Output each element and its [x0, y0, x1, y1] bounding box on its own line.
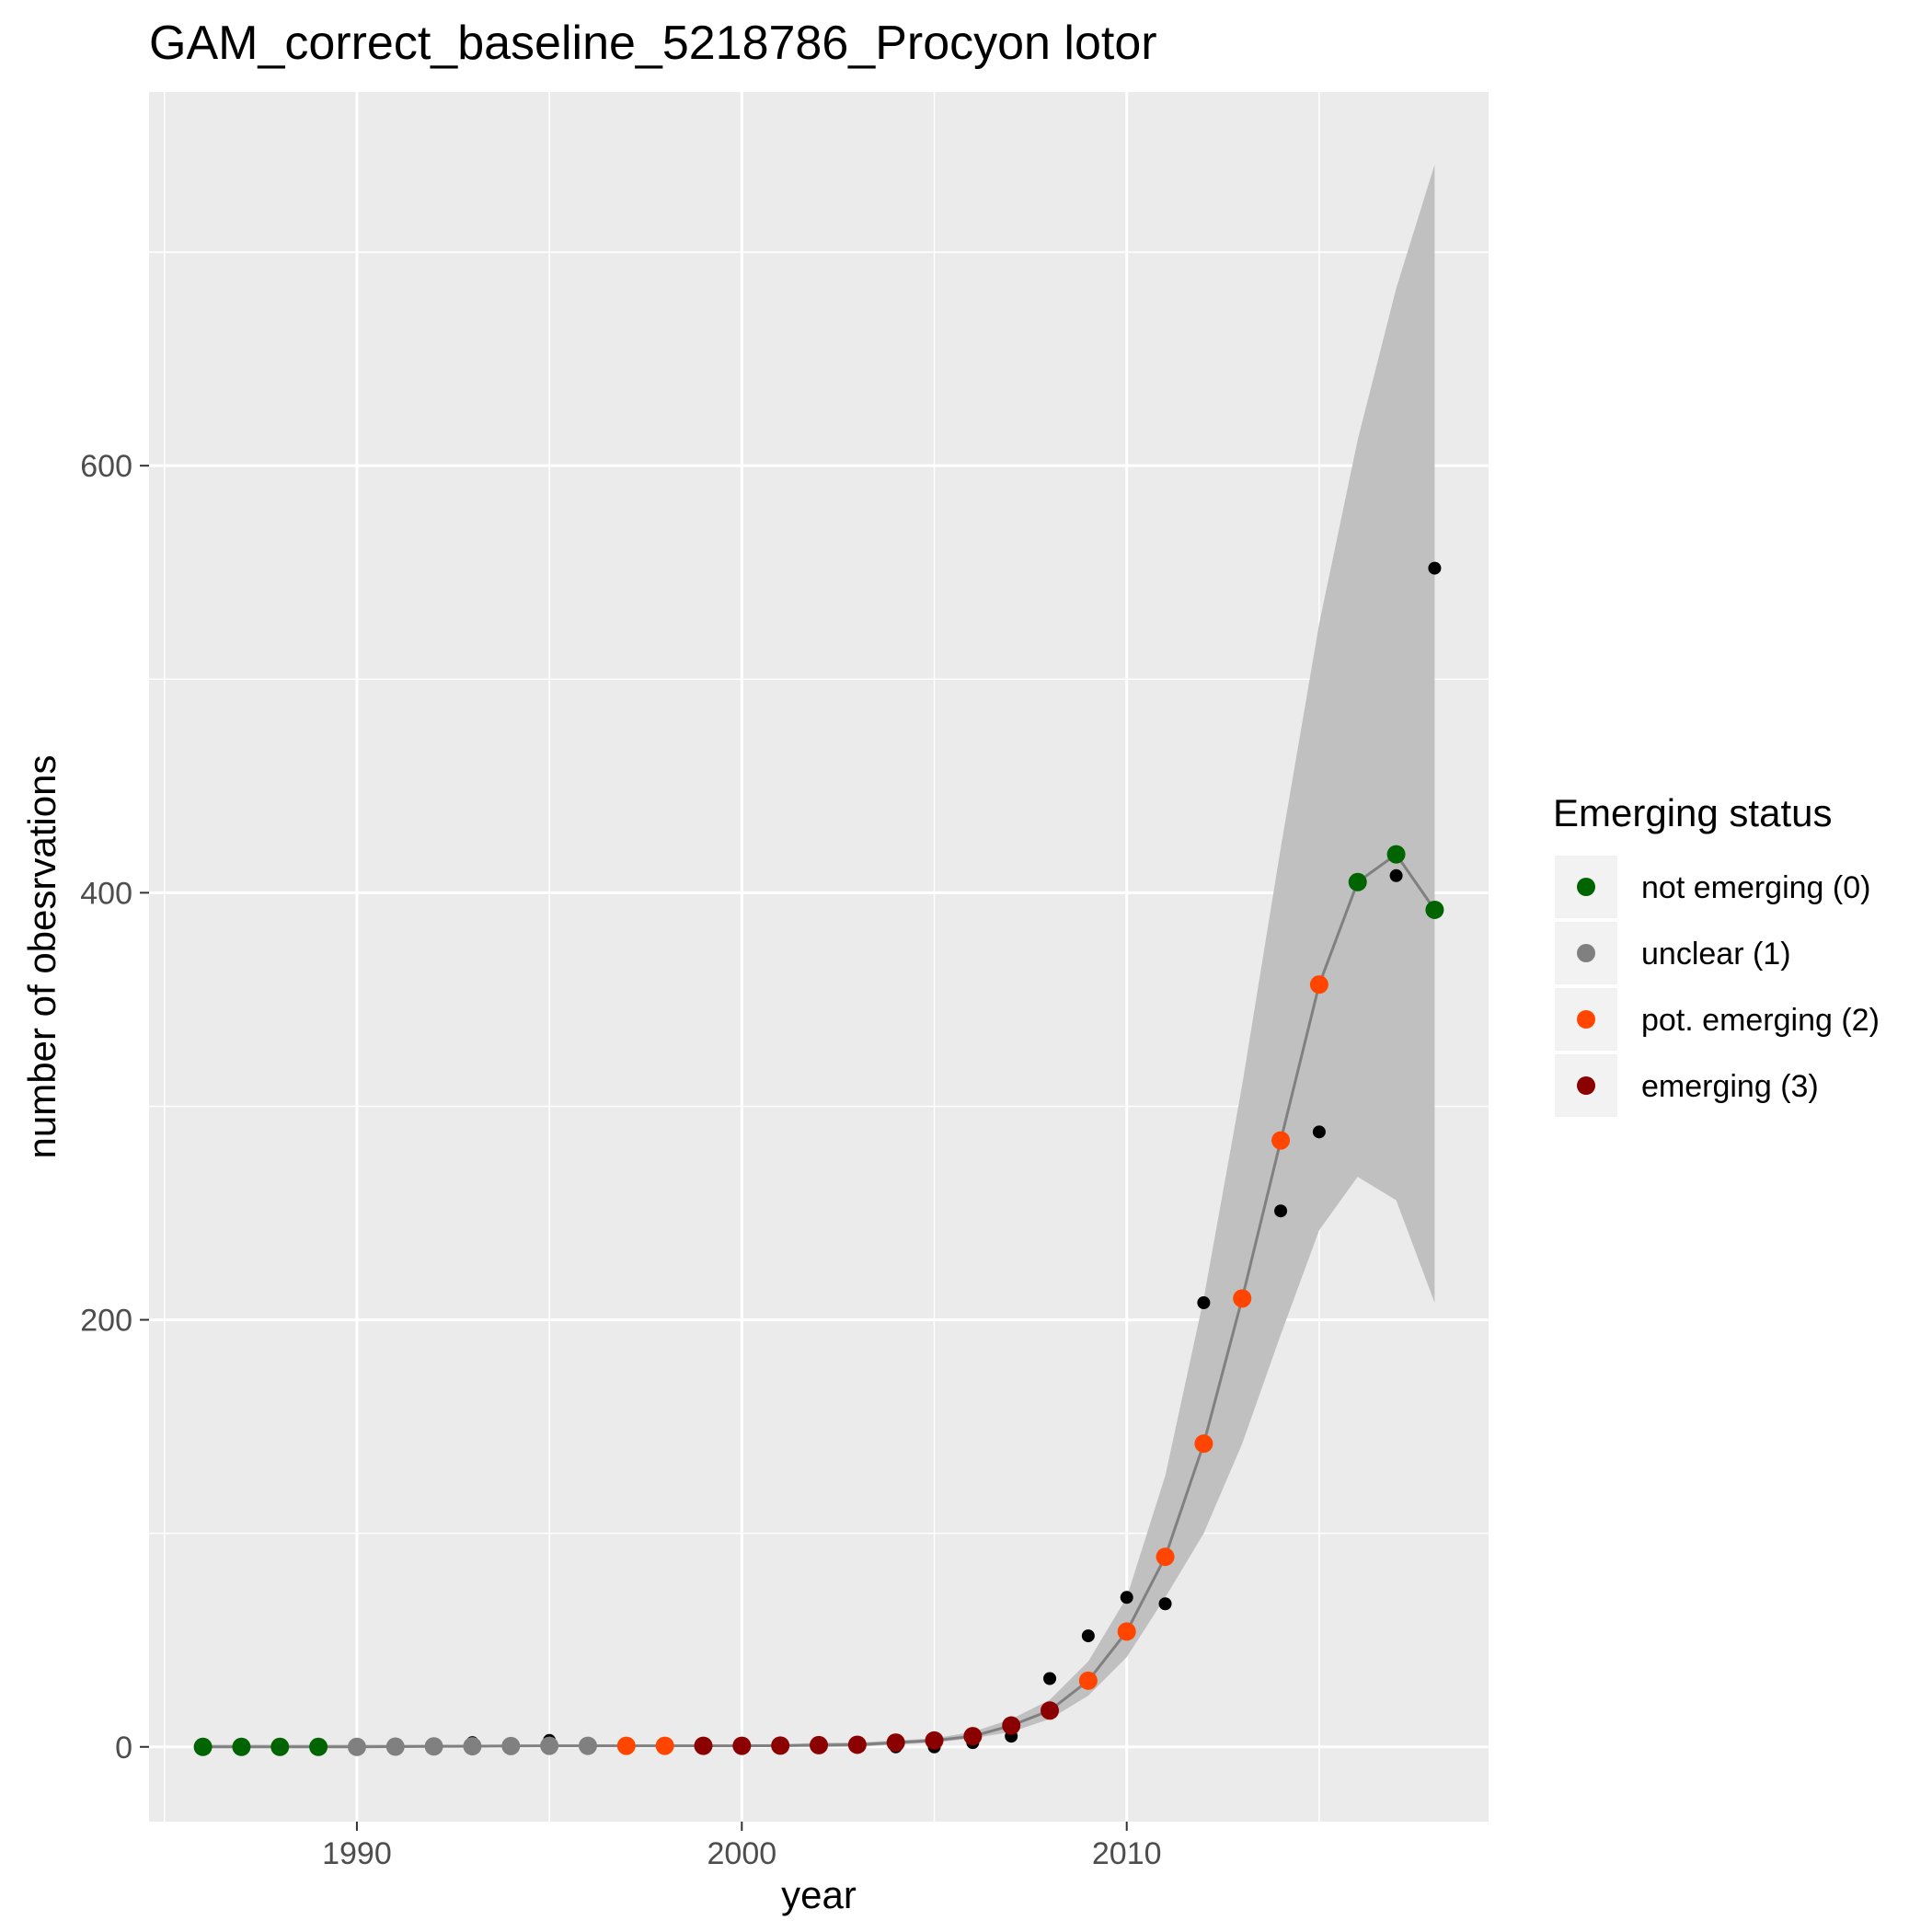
x-axis-title: year: [781, 1873, 857, 1916]
fit-point: [578, 1736, 597, 1755]
fit-point: [347, 1737, 366, 1756]
y-tick-label: 0: [115, 1731, 132, 1765]
observed-point: [1428, 561, 1442, 575]
fit-point: [309, 1737, 328, 1756]
legend-label: not emerging (0): [1641, 870, 1870, 905]
observed-point: [1043, 1672, 1057, 1685]
observed-point: [1081, 1629, 1095, 1643]
fit-point: [847, 1735, 867, 1754]
chart-title: GAM_correct_baseline_5218786_Procyon lot…: [149, 17, 1157, 70]
x-tick-label: 1990: [322, 1836, 392, 1871]
legend-title: Emerging status: [1553, 791, 1832, 834]
y-tick-label: 600: [80, 449, 132, 484]
fit-point: [1117, 1622, 1136, 1641]
observed-point: [1389, 868, 1403, 882]
legend: Emerging status not emerging (0) unclear …: [1553, 791, 1880, 1117]
legend-label: pot. emerging (2): [1641, 1003, 1880, 1038]
fit-point: [963, 1727, 983, 1746]
fit-point: [424, 1737, 443, 1756]
fit-point: [1002, 1716, 1021, 1735]
observed-point: [1197, 1296, 1211, 1309]
fit-point: [1194, 1434, 1213, 1454]
fit-point: [694, 1736, 713, 1755]
legend-swatch: [1577, 944, 1595, 962]
fit-point: [1156, 1547, 1175, 1567]
fit-points: [193, 845, 1444, 1756]
observed-point: [1158, 1597, 1172, 1611]
x-tick-label: 2000: [707, 1836, 777, 1871]
grid-major: [149, 92, 1489, 1822]
legend-label: emerging (3): [1641, 1069, 1819, 1104]
legend-label: unclear (1): [1641, 937, 1791, 972]
fit-point: [655, 1736, 674, 1755]
fit-point: [1041, 1701, 1060, 1720]
fit-point: [463, 1737, 482, 1756]
fit-point: [771, 1736, 790, 1755]
fit-point: [501, 1736, 521, 1755]
fit-point: [1233, 1289, 1252, 1308]
fit-point: [232, 1737, 251, 1756]
fit-point: [925, 1731, 944, 1750]
fit-point: [886, 1733, 905, 1753]
x-axis-ticks: 1990 2000 2010: [322, 1822, 1162, 1871]
legend-swatch: [1577, 878, 1595, 896]
observed-point: [1120, 1591, 1133, 1604]
fit-point: [1271, 1131, 1291, 1150]
y-axis-title: number of obesrvations: [20, 755, 63, 1159]
x-tick-label: 2010: [1092, 1836, 1162, 1871]
fit-point: [270, 1737, 290, 1756]
fit-point: [616, 1736, 636, 1755]
legend-swatch: [1577, 1076, 1595, 1095]
y-tick-label: 200: [80, 1304, 132, 1339]
y-axis-ticks: 0 200 400 600: [80, 449, 149, 1765]
fit-point: [1309, 975, 1328, 995]
fit-point: [810, 1735, 828, 1754]
fit-point: [1348, 872, 1367, 891]
fit-point: [1425, 900, 1444, 919]
y-tick-label: 400: [80, 876, 132, 911]
observed-point: [1274, 1204, 1288, 1218]
observed-point: [1312, 1125, 1326, 1139]
fit-point: [1386, 845, 1406, 864]
fit-point: [385, 1737, 405, 1756]
grid-minor: [149, 92, 1489, 1822]
fit-point: [1078, 1671, 1098, 1690]
fit-point: [732, 1736, 752, 1755]
legend-swatch: [1577, 1010, 1595, 1029]
fit-point: [193, 1737, 213, 1756]
fit-point: [540, 1736, 559, 1755]
